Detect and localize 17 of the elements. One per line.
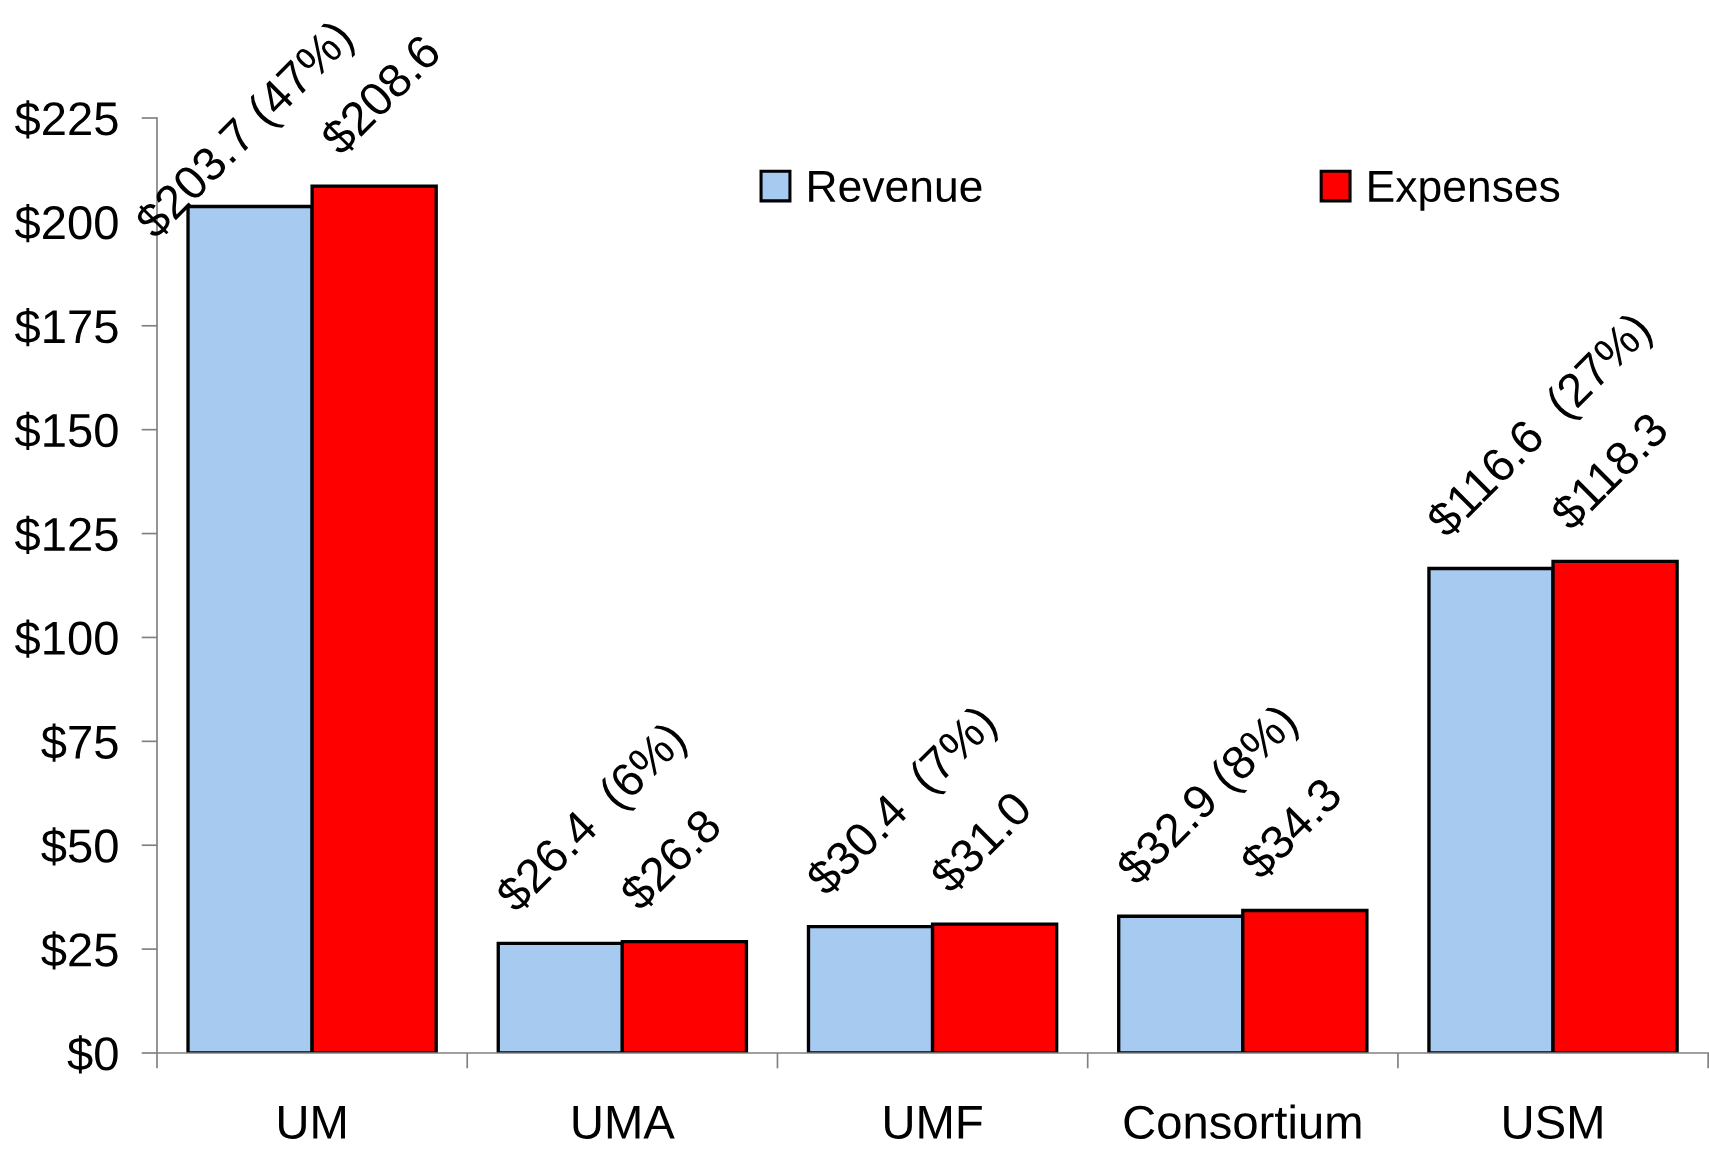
y-tick-label: $100 <box>14 619 118 658</box>
y-tick-label: $0 <box>67 1035 118 1074</box>
y-tick-label: $175 <box>14 307 118 347</box>
y-tick-label: $225 <box>14 100 118 139</box>
y-tick-label: $25 <box>41 931 118 970</box>
legend-label: Expenses <box>1369 171 1560 211</box>
legend-label: Revenue <box>809 171 982 203</box>
y-tick-label: $200 <box>14 204 118 243</box>
y-tick-label: $150 <box>14 411 118 451</box>
x-tick-label: UMA <box>573 1106 675 1140</box>
y-tick-label: $75 <box>41 723 118 762</box>
x-tick-label: UM <box>279 1106 345 1140</box>
x-tick-label: Consortium <box>1124 1104 1361 1140</box>
y-tick-label: $50 <box>41 827 118 866</box>
x-tick-label: UMF <box>885 1106 982 1140</box>
y-tick-label: $125 <box>14 515 118 554</box>
x-tick-label: USM <box>1504 1105 1602 1140</box>
